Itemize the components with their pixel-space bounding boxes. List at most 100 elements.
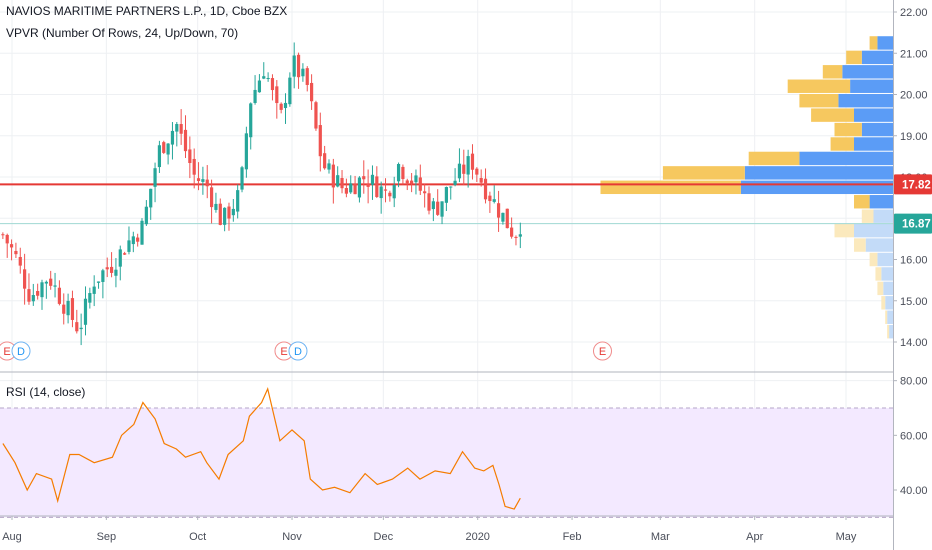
candle-up[interactable] <box>149 188 153 208</box>
dividend-marker[interactable] <box>11 341 31 361</box>
candle-down[interactable] <box>318 125 322 157</box>
candle-down[interactable] <box>49 278 53 286</box>
candle-down[interactable] <box>227 206 231 219</box>
candle-up[interactable] <box>170 130 175 145</box>
candle-up[interactable] <box>327 163 331 170</box>
candle-down[interactable] <box>218 203 222 225</box>
candle-up[interactable] <box>449 186 453 188</box>
candle-up[interactable] <box>288 77 292 105</box>
candle-up[interactable] <box>88 293 92 303</box>
candle-up[interactable] <box>444 187 448 203</box>
candle-up[interactable] <box>92 286 96 294</box>
candle-down[interactable] <box>275 86 279 104</box>
candle-up[interactable] <box>96 281 101 283</box>
candle-up[interactable] <box>66 300 70 316</box>
candle-down[interactable] <box>209 187 214 208</box>
candle-down[interactable] <box>401 166 405 180</box>
candle-down[interactable] <box>436 201 440 215</box>
candle-down[interactable] <box>405 180 409 184</box>
candle-up[interactable] <box>114 269 118 276</box>
candle-down[interactable] <box>510 227 514 237</box>
candle-down[interactable] <box>1 234 5 236</box>
candle-down[interactable] <box>505 208 509 229</box>
dividend-marker[interactable] <box>288 341 308 361</box>
candle-down[interactable] <box>183 129 188 152</box>
candle-down[interactable] <box>314 102 318 129</box>
candle-down[interactable] <box>57 287 61 304</box>
candle-down[interactable] <box>418 177 422 191</box>
candle-down[interactable] <box>205 179 209 187</box>
candle-up[interactable] <box>144 206 148 225</box>
candle-up[interactable] <box>201 179 205 182</box>
candle-down[interactable] <box>296 54 301 78</box>
candle-up[interactable] <box>223 207 227 225</box>
rsi-legend[interactable]: RSI (14, close) <box>6 385 86 399</box>
candle-up[interactable] <box>370 174 375 185</box>
candle-up[interactable] <box>262 76 266 79</box>
candle-up[interactable] <box>431 201 435 210</box>
candle-up[interactable] <box>131 236 135 245</box>
candle-down[interactable] <box>479 178 483 183</box>
candle-up[interactable] <box>53 285 57 287</box>
candle-down[interactable] <box>475 168 479 175</box>
candle-down[interactable] <box>105 267 109 270</box>
candle-up[interactable] <box>101 270 105 282</box>
candle-up[interactable] <box>292 55 296 77</box>
candle-down[interactable] <box>192 158 196 175</box>
vpvr-legend[interactable]: VPVR (Number Of Rows, 24, Up/Down, 70) <box>6 26 239 40</box>
rsi-indicator[interactable] <box>2 387 521 510</box>
candle-down[interactable] <box>123 253 127 255</box>
candle-up[interactable] <box>83 298 88 325</box>
candle-down[interactable] <box>196 178 201 182</box>
candle-down[interactable] <box>27 289 31 302</box>
candle-up[interactable] <box>140 220 144 245</box>
candle-up[interactable] <box>453 180 457 185</box>
candle-down[interactable] <box>462 164 466 174</box>
candle-down[interactable] <box>366 183 370 187</box>
candle-up[interactable] <box>396 163 401 182</box>
candle-up[interactable] <box>240 167 244 190</box>
candle-up[interactable] <box>166 143 170 155</box>
candle-up[interactable] <box>175 124 179 132</box>
candle-down[interactable] <box>36 291 40 296</box>
candle-down[interactable] <box>162 142 166 153</box>
candle-up[interactable] <box>153 168 157 187</box>
candle-up[interactable] <box>44 281 48 284</box>
candle-up[interactable] <box>301 68 305 77</box>
candle-up[interactable] <box>283 102 288 109</box>
candle-down[interactable] <box>362 176 366 180</box>
candle-down[interactable] <box>188 149 192 164</box>
candle-up[interactable] <box>457 163 462 179</box>
candle-down[interactable] <box>23 269 27 289</box>
candle-down[interactable] <box>410 180 414 184</box>
candle-down[interactable] <box>70 298 75 320</box>
candle-down[interactable] <box>323 153 327 169</box>
candle-up[interactable] <box>336 175 340 187</box>
candle-down[interactable] <box>62 304 66 314</box>
candle-up[interactable] <box>357 177 362 198</box>
candle-down[interactable] <box>496 203 501 218</box>
candle-up[interactable] <box>31 295 35 302</box>
candle-down[interactable] <box>18 256 22 266</box>
candle-down[interactable] <box>270 78 275 91</box>
candle-up[interactable] <box>466 156 470 175</box>
candle-up[interactable] <box>249 103 253 138</box>
candle-down[interactable] <box>305 68 309 85</box>
candle-down[interactable] <box>309 82 314 102</box>
candle-down[interactable] <box>483 178 488 200</box>
candle-down[interactable] <box>9 244 14 248</box>
candle-down[interactable] <box>488 195 492 202</box>
candle-up[interactable] <box>244 133 248 170</box>
candlesticks[interactable] <box>1 42 522 346</box>
candle-up[interactable] <box>236 190 240 212</box>
candle-down[interactable] <box>331 164 335 188</box>
candle-up[interactable] <box>253 89 257 103</box>
candle-down[interactable] <box>179 124 183 134</box>
candle-up[interactable] <box>492 199 496 202</box>
candle-up[interactable] <box>157 145 162 168</box>
candle-down[interactable] <box>340 178 344 189</box>
candle-up[interactable] <box>379 186 383 199</box>
candle-up[interactable] <box>440 201 444 217</box>
